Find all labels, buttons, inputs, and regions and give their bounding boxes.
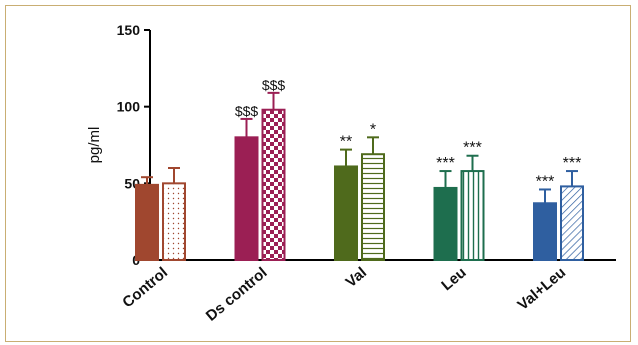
x-tick-label: Control [119, 264, 171, 311]
significance-label: *** [463, 140, 482, 157]
significance-label: *** [563, 155, 582, 172]
significance-label: *** [536, 173, 555, 190]
bar [560, 185, 584, 261]
bar [433, 186, 458, 261]
x-tick-label: Val+Leu [514, 264, 569, 314]
bar-chart: 050100150pg/ml Control$$$$$$Ds control**… [86, 22, 616, 325]
bar [261, 108, 286, 261]
bar [162, 182, 186, 261]
bar [460, 170, 485, 261]
x-tick-label: Ds control [203, 264, 271, 325]
y-tick-label: 100 [117, 99, 141, 115]
figure-frame: 050100150pg/ml Control$$$$$$Ds control**… [5, 5, 631, 342]
y-tick-label: 150 [117, 22, 141, 38]
bars [135, 91, 584, 261]
bar [135, 183, 159, 261]
significance-label: ** [340, 134, 352, 151]
bar [533, 202, 557, 261]
significance-label: * [370, 121, 376, 138]
x-tick-label: Val [343, 264, 371, 291]
significance-label: $$$ [262, 77, 286, 93]
y-axis-label: pg/ml [86, 127, 103, 164]
significance-label: *** [436, 155, 455, 172]
bar [334, 165, 358, 261]
bar [361, 153, 385, 261]
x-tick-label: Leu [438, 264, 469, 294]
significance-label: $$$ [235, 103, 259, 119]
bar [234, 136, 259, 261]
